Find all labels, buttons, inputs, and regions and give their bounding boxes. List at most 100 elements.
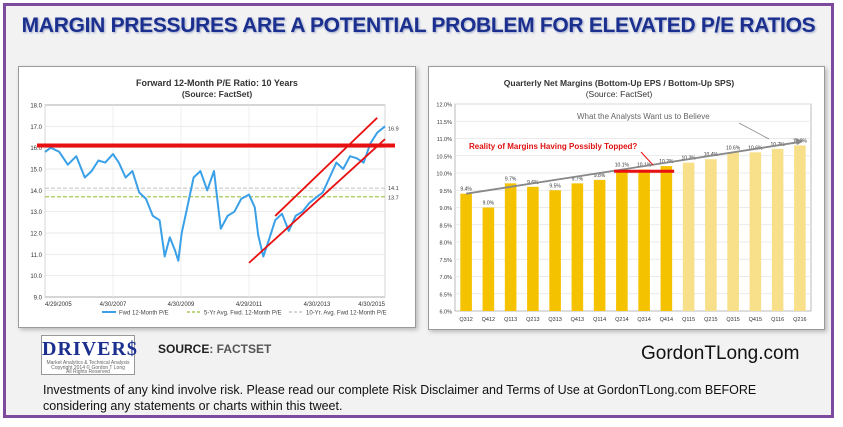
margins-data-label-Q214: 10.1% <box>615 163 630 169</box>
pe-5yr-label: 13.7 <box>388 196 399 202</box>
margins-bar-Q116 <box>771 148 784 311</box>
margins-y-tick-12: 12.0% <box>436 103 452 109</box>
margins-bar-Q216 <box>794 145 806 311</box>
margins-chart: Quarterly Net Margins (Bottom-Up EPS / B… <box>436 78 812 323</box>
margins-bar-Q314 <box>638 169 650 311</box>
pe-x-tick-3: 4/29/2011 <box>236 302 263 308</box>
logo-text: DRIVER$ <box>42 338 138 360</box>
margins-chart-title: Quarterly Net Margins (Bottom-Up EPS / B… <box>504 78 735 88</box>
margins-bar-Q312 <box>460 193 472 311</box>
margins-x-tick-Q313: Q313 <box>548 317 561 323</box>
margins-bar-Q213 <box>527 186 539 311</box>
logo-copyright: Copyright 2014 © Gordon T Long <box>51 365 125 371</box>
source-label: SOURCE <box>158 342 210 356</box>
margins-x-tick-Q314: Q314 <box>637 317 650 323</box>
margins-y-tick-4: 8.0% <box>439 241 452 247</box>
margins-x-tick-Q415: Q415 <box>749 317 762 323</box>
margins-data-label-Q413: 9.7% <box>572 176 584 182</box>
margins-bar-Q415 <box>749 152 762 311</box>
margins-bar-Q414 <box>660 166 673 311</box>
pe-y-tick-9.0: 9.0 <box>34 296 43 302</box>
margins-x-tick-Q312: Q312 <box>459 317 472 323</box>
pe-y-tick-12.0: 12.0 <box>30 232 42 238</box>
margins-bar-Q315 <box>727 152 739 311</box>
margins-x-tick-Q315: Q315 <box>726 317 739 323</box>
margins-y-tick-11: 11.5% <box>437 120 452 126</box>
pe-fwd-line <box>44 125 386 262</box>
pe-legend-5yr: 5-Yr Avg. Fwd. 12-Month P/E <box>204 311 282 317</box>
trend-callout-line <box>738 122 770 140</box>
pe-chart-title: Forward 12-Month P/E Ratio: 10 Years <box>136 78 298 88</box>
margins-x-tick-Q414: Q414 <box>660 317 673 323</box>
pe-chart-subtitle: (Source: FactSet) <box>182 89 253 99</box>
pe-x-tick-4: 4/30/2013 <box>304 302 331 308</box>
margins-chart-subtitle: (Source: FactSet) <box>586 89 653 99</box>
margins-x-tick-Q216: Q216 <box>793 317 806 323</box>
pe-x-tick-2: 4/30/2009 <box>168 302 195 308</box>
pe-x-tick-0: 4/29/2005 <box>45 302 72 308</box>
margins-trend-arrowhead <box>794 137 804 145</box>
pe-channel-upper <box>274 117 378 217</box>
margins-y-tick-10: 11.0% <box>437 137 452 143</box>
pe-chart-panel: Forward 12-Month P/E Ratio: 10 Years (So… <box>18 66 416 328</box>
margins-data-label-Q412: 9.0% <box>483 201 495 207</box>
pe-legend-10yr: 10-Yr. Avg. Fwd 12-Month P/E <box>306 311 387 317</box>
margins-data-label-Q313: 9.5% <box>549 183 561 189</box>
margins-x-tick-Q214: Q214 <box>615 317 628 323</box>
margins-x-tick-Q113: Q113 <box>504 317 517 323</box>
margins-y-tick-8: 10.0% <box>436 172 452 178</box>
drivers-logo: DRIVER$ Market Analytics & Technical Ana… <box>41 335 138 375</box>
pe-end-label: 16.9 <box>388 126 399 132</box>
margins-y-tick-0: 6.0% <box>439 310 452 316</box>
pe-y-tick-18.0: 18.0 <box>30 104 42 110</box>
pe-y-tick-14.0: 14.0 <box>30 189 42 195</box>
pe-plot-area <box>44 104 386 298</box>
margins-data-label-Q114: 9.8% <box>594 173 606 179</box>
margins-y-tick-6: 9.0% <box>439 206 452 212</box>
website-link[interactable]: GordonTLong.com <box>641 343 800 364</box>
margins-x-tick-Q116: Q116 <box>771 317 784 323</box>
margins-y-tick-3: 7.5% <box>439 258 452 264</box>
logo-rights: All Rights Reserved <box>66 369 110 375</box>
margins-x-tick-Q413: Q413 <box>571 317 584 323</box>
source-value: : FACTSET <box>209 342 272 356</box>
margins-data-label-Q315: 10.6% <box>726 145 741 151</box>
topped-callout-line <box>640 151 654 166</box>
headline: MARGIN PRESSURES ARE A POTENTIAL PROBLEM… <box>21 14 816 37</box>
pe-x-tick-5: 4/30/2015 <box>358 302 385 308</box>
pe-y-tick-11.0: 11.0 <box>31 253 43 259</box>
pe-x-tick-1: 4/30/2007 <box>100 302 127 308</box>
pe-y-tick-10.0: 10.0 <box>30 274 42 280</box>
pe-y-tick-13.0: 13.0 <box>30 210 42 216</box>
pe-y-tick-15.0: 15.0 <box>30 168 42 174</box>
margins-x-tick-Q114: Q114 <box>593 317 606 323</box>
margins-data-label-Q312: 9.4% <box>460 187 472 193</box>
margins-bar-Q412 <box>482 207 495 311</box>
margins-bar-Q413 <box>571 183 584 311</box>
pe-y-tick-16.0: 16.0 <box>30 146 42 152</box>
margins-bar-Q115 <box>682 162 695 311</box>
pe-10yr-label: 14.1 <box>388 186 399 192</box>
trend-annotation: What the Analysts Want us to Believe <box>577 112 710 121</box>
margins-y-tick-5: 8.5% <box>439 223 452 229</box>
margins-x-tick-Q115: Q115 <box>682 317 695 323</box>
margins-y-tick-1: 6.5% <box>439 292 452 298</box>
margins-bar-Q215 <box>705 159 717 311</box>
margins-trend-line <box>465 141 801 195</box>
topped-annotation: Reality of Margins Having Possibly Toppe… <box>469 142 637 151</box>
source-note: SOURCE: FACTSET <box>158 342 271 356</box>
margins-chart-panel: Quarterly Net Margins (Bottom-Up EPS / B… <box>428 66 825 330</box>
logo-tagline: Market Analytics & Technical Analysis <box>46 360 130 366</box>
margins-bar-Q214 <box>616 169 628 311</box>
pe-chart: Forward 12-Month P/E Ratio: 10 Years (So… <box>30 78 399 317</box>
margins-bar-Q313 <box>549 190 561 311</box>
margins-y-tick-9: 10.5% <box>436 154 452 160</box>
margins-x-tick-Q213: Q213 <box>526 317 539 323</box>
margins-y-tick-2: 7.0% <box>439 275 452 281</box>
margins-x-tick-Q215: Q215 <box>704 317 717 323</box>
margins-data-label-Q113: 9.7% <box>505 176 517 182</box>
pe-legend-fwd: Fwd 12-Month P/E <box>119 311 169 317</box>
pe-channel-lower <box>248 138 386 264</box>
margins-x-tick-Q412: Q412 <box>482 317 495 323</box>
pe-legend: Fwd 12-Month P/E 5-Yr Avg. Fwd. 12-Month… <box>102 311 387 317</box>
